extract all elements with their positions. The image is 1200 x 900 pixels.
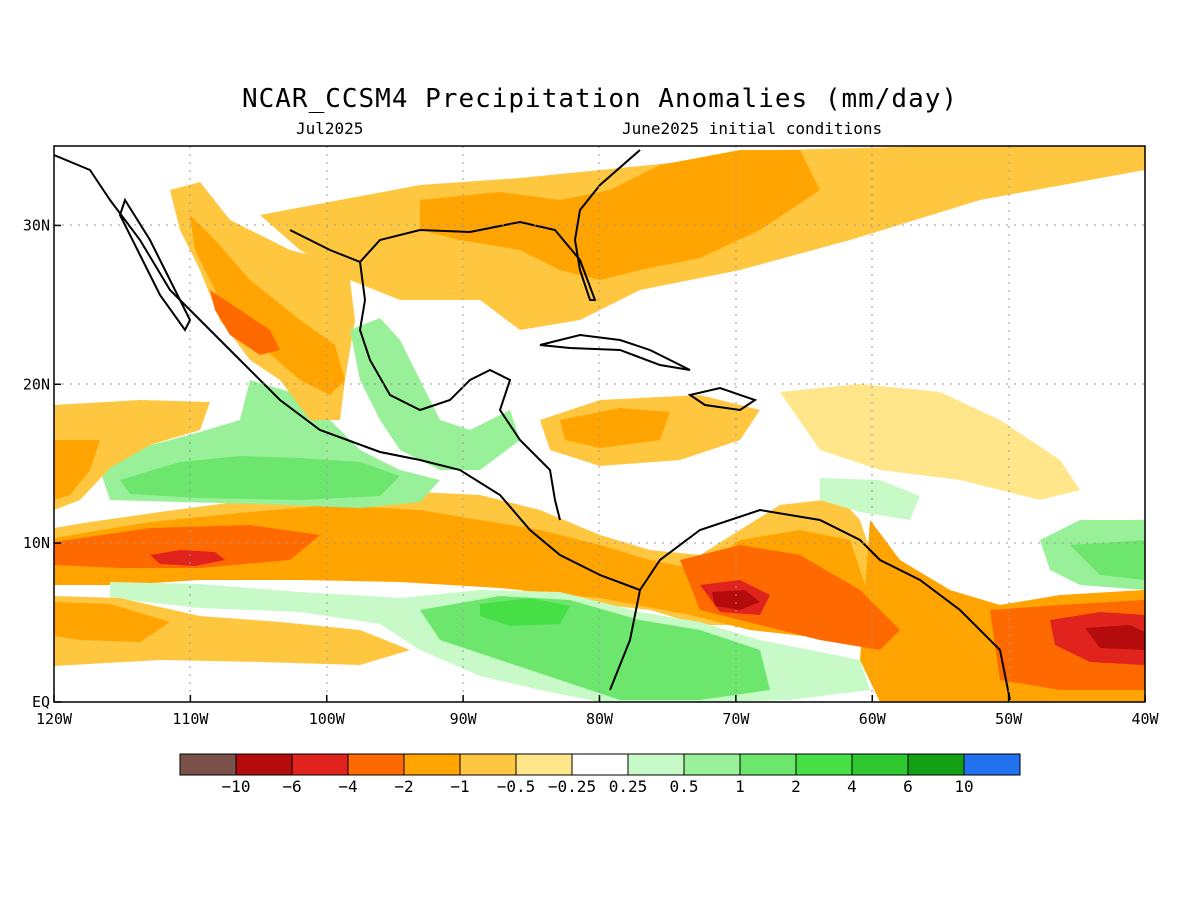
dry-band-equator-mid: [54, 602, 170, 642]
colorbar-swatch: [571, 753, 629, 776]
coastline-gulf: [289, 229, 561, 521]
colorbar-swatch: [795, 753, 853, 776]
dry-venezuela: [680, 545, 900, 650]
valid-month: Jul2025: [296, 119, 364, 138]
colorbar-swatch: [627, 753, 685, 776]
colorbar-swatch: [683, 753, 741, 776]
x-tick-label: 90W: [450, 710, 478, 728]
coastline-colombia-pacific: [609, 589, 641, 691]
dry-band-epac-core: [54, 525, 320, 568]
x-tick-label: 100W: [309, 710, 346, 728]
cuba: [539, 333, 691, 371]
x-tick-label: 120W: [36, 710, 73, 728]
wet-atlantic-12n: [820, 478, 920, 520]
colorbar-label: 4: [847, 777, 857, 796]
wet-mexico: [350, 318, 520, 470]
coastline-mexico-pacific: [54, 154, 641, 591]
colorbar-label: −4: [338, 777, 357, 796]
baja-california: [118, 197, 192, 332]
colorbar: −10 −6 −4 −2 −1 −0.5 −0.25 0.25 0.5 1 2 4 6 10: [179, 753, 1021, 796]
coastline-south-america: [639, 508, 1011, 701]
y-tick-label: 30N: [23, 216, 50, 234]
y-tick-label: 20N: [23, 375, 50, 393]
colorbar-label: 6: [903, 777, 913, 796]
colorbar-swatch: [739, 753, 797, 776]
colorbar-label: −0.5: [497, 777, 536, 796]
colorbar-swatch: [851, 753, 909, 776]
y-tick-label: EQ: [32, 693, 50, 711]
colorbar-swatch: [963, 753, 1021, 776]
colorbar-swatch: [515, 753, 573, 776]
colorbar-swatch: [235, 753, 293, 776]
colorbar-swatch: [291, 753, 349, 776]
dry-band-equator: [54, 596, 410, 666]
anomaly-field: [54, 146, 1145, 702]
colorbar-label: −1: [450, 777, 469, 796]
colorbar-label: −6: [282, 777, 301, 796]
dry-core-110w: [150, 550, 225, 566]
chart-title: NCAR_CCSM4 Precipitation Anomalies (mm/d…: [241, 84, 959, 114]
x-tick-label: 40W: [1131, 710, 1159, 728]
hispaniola: [687, 386, 758, 412]
dry-mexico-west-mid: [190, 215, 345, 395]
y-tick-label: 10N: [23, 534, 50, 552]
dry-sa-north-max: [1085, 625, 1145, 650]
colorbar-label: −0.25: [548, 777, 596, 796]
colorbar-swatch: [347, 753, 405, 776]
dry-caribbean-mid: [560, 408, 670, 448]
gridlines: [54, 146, 1145, 702]
x-tick-label: 110W: [172, 710, 209, 728]
dry-mexico-west-core: [210, 290, 280, 355]
dry-15n-west-mid: [54, 440, 100, 500]
colorbar-label: 1: [735, 777, 745, 796]
colorbar-swatch: [179, 753, 237, 776]
colorbar-swatch: [403, 753, 461, 776]
colorbar-label: −2: [394, 777, 413, 796]
dry-gulf-coast-mid: [420, 150, 820, 280]
colorbar-label: −10: [222, 777, 251, 796]
wet-atlantic-east-core: [1070, 540, 1145, 580]
coastline-us-gulf: [359, 149, 641, 301]
dry-15n-west: [54, 400, 210, 510]
x-tick-label: 50W: [995, 710, 1023, 728]
x-tick-label: 70W: [722, 710, 750, 728]
dry-venezuela-max: [712, 590, 760, 610]
initial-conditions: June2025 initial conditions: [622, 119, 883, 138]
colorbar-swatch: [459, 753, 517, 776]
coastlines: [54, 149, 1011, 701]
dry-atlantic: [780, 384, 1080, 500]
wet-core-5n: [480, 598, 570, 626]
axis-ticks: 120W 110W 100W 90W 80W 70W 60W 50W 40W EQ 10N 20N 30…: [23, 216, 1160, 728]
colorbar-swatch: [907, 753, 965, 776]
colorbar-label: 10: [954, 777, 973, 796]
x-tick-label: 80W: [586, 710, 614, 728]
x-tick-label: 60W: [859, 710, 887, 728]
colorbar-label: 0.5: [670, 777, 699, 796]
colorbar-label: 0.25: [609, 777, 648, 796]
colorbar-label: 2: [791, 777, 801, 796]
